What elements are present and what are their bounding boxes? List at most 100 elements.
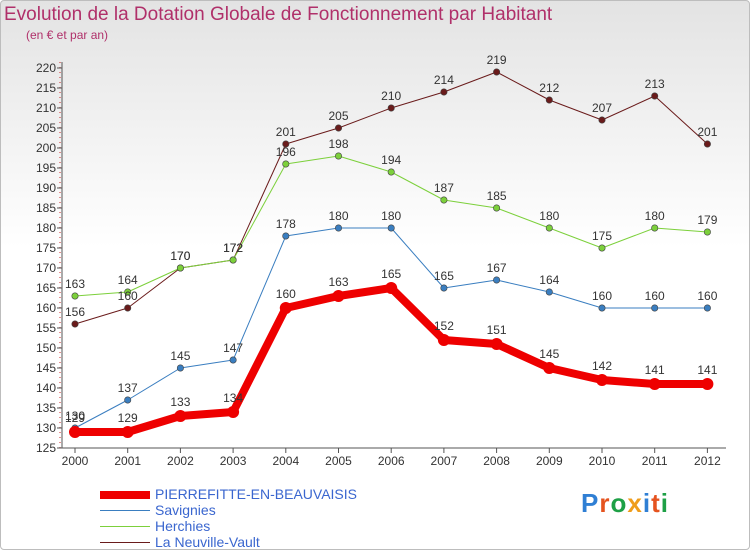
data-label-la-neuville-vault: 201 — [697, 125, 717, 139]
logo-letter: P — [581, 488, 600, 518]
data-point-savignies — [545, 288, 553, 296]
data-point-savignies — [440, 284, 448, 292]
x-tick-label: 2009 — [536, 454, 563, 468]
data-point-savignies — [387, 224, 395, 232]
data-label-la-neuville-vault: 219 — [487, 53, 507, 67]
data-label-savignies: 180 — [328, 209, 348, 223]
y-tick-label: 130 — [36, 421, 56, 435]
x-tick-label: 2003 — [220, 454, 247, 468]
data-point-pierrefitte-en-beauvaisis — [543, 362, 556, 374]
data-point-savignies — [176, 364, 184, 372]
y-tick-label: 175 — [36, 241, 56, 255]
logo-letter: o — [610, 488, 628, 518]
data-point-herchies — [493, 204, 501, 212]
data-label-herchies: 185 — [487, 189, 507, 203]
data-label-savignies: 160 — [645, 289, 665, 303]
x-tick-label: 2001 — [114, 454, 141, 468]
data-label-pierrefitte-en-beauvaisis: 133 — [170, 395, 190, 409]
logo-letter: x — [627, 488, 643, 518]
data-point-la-neuville-vault — [703, 140, 711, 148]
chart-title: Evolution de la Dotation Globale de Fonc… — [4, 4, 553, 25]
data-point-pierrefitte-en-beauvaisis — [227, 406, 240, 418]
data-label-savignies: 160 — [697, 289, 717, 303]
legend-label-la-neuville-vault: La Neuville-Vault — [155, 534, 260, 550]
data-label-la-neuville-vault: 201 — [276, 125, 296, 139]
legend-label-savignies: Savignies — [155, 502, 216, 518]
y-tick-label: 170 — [36, 261, 56, 275]
data-point-herchies — [651, 224, 659, 232]
data-point-la-neuville-vault — [545, 96, 553, 104]
chart-axes: 125 130 135 140 145 150 155 160 165 170 175 180 185 1… — [36, 61, 726, 468]
data-point-herchies — [71, 292, 79, 300]
y-tick-label: 140 — [36, 381, 56, 395]
data-label-herchies: 179 — [697, 213, 717, 227]
data-label-la-neuville-vault: 205 — [328, 109, 348, 123]
data-point-pierrefitte-en-beauvaisis — [174, 410, 187, 422]
data-label-pierrefitte-en-beauvaisis: 163 — [328, 275, 348, 289]
data-point-savignies — [282, 232, 290, 240]
data-label-herchies: 172 — [223, 241, 243, 255]
data-point-la-neuville-vault — [334, 124, 342, 132]
data-label-savignies: 130 — [65, 409, 85, 423]
data-label-savignies: 165 — [434, 269, 454, 283]
data-point-pierrefitte-en-beauvaisis — [332, 290, 345, 302]
x-tick-label: 2012 — [694, 454, 721, 468]
data-point-pierrefitte-en-beauvaisis — [596, 374, 608, 386]
data-label-savignies: 180 — [381, 209, 401, 223]
data-label-herchies: 163 — [65, 277, 85, 291]
data-point-pierrefitte-en-beauvaisis — [648, 378, 661, 390]
data-point-herchies — [387, 168, 395, 176]
logo-letter: t — [651, 488, 661, 518]
data-point-savignies — [493, 276, 501, 284]
chart-subtitle: (en € et par an) — [26, 28, 109, 42]
data-point-la-neuville-vault — [493, 68, 501, 76]
data-label-savignies: 147 — [223, 341, 243, 355]
x-tick-label: 2000 — [62, 454, 89, 468]
data-point-savignies — [703, 304, 711, 312]
data-label-savignies: 137 — [118, 381, 138, 395]
data-label-la-neuville-vault: 170 — [170, 249, 190, 263]
data-label-pierrefitte-en-beauvaisis: 134 — [223, 391, 243, 405]
y-tick-label: 180 — [36, 221, 56, 235]
data-point-pierrefitte-en-beauvaisis — [701, 378, 714, 390]
data-label-herchies: 194 — [381, 153, 401, 167]
legend-label-herchies: Herchies — [155, 518, 211, 534]
y-tick-label: 200 — [36, 141, 56, 155]
y-tick-label: 195 — [36, 161, 56, 175]
data-label-pierrefitte-en-beauvaisis: 160 — [276, 287, 296, 301]
data-label-pierrefitte-en-beauvaisis: 152 — [434, 319, 454, 333]
data-label-la-neuville-vault: 160 — [118, 289, 138, 303]
data-label-pierrefitte-en-beauvaisis: 141 — [645, 363, 665, 377]
data-point-la-neuville-vault — [71, 320, 79, 328]
data-point-pierrefitte-en-beauvaisis — [490, 338, 503, 350]
y-tick-label: 125 — [36, 441, 56, 455]
data-labels: 156 160 170 172 201 205 210 214 219 212 207 213 201 1… — [65, 53, 718, 425]
data-point-savignies — [124, 396, 132, 404]
data-point-herchies — [334, 152, 342, 160]
x-tick-label: 2010 — [589, 454, 616, 468]
data-label-herchies: 196 — [276, 145, 296, 159]
data-label-herchies: 180 — [645, 209, 665, 223]
y-tick-label: 185 — [36, 201, 56, 215]
data-label-la-neuville-vault: 210 — [381, 89, 401, 103]
data-point-la-neuville-vault — [651, 92, 659, 100]
data-label-herchies: 170 — [170, 249, 190, 263]
data-label-savignies: 167 — [487, 261, 507, 275]
data-label-pierrefitte-en-beauvaisis: 142 — [592, 359, 612, 373]
x-tick-label: 2005 — [325, 454, 352, 468]
data-label-pierrefitte-en-beauvaisis: 145 — [539, 347, 559, 361]
legend-swatch-la-neuville-vault — [100, 542, 150, 543]
x-tick-label: 2002 — [167, 454, 194, 468]
y-tick-label: 150 — [36, 341, 56, 355]
y-tick-label: 190 — [36, 181, 56, 195]
data-label-herchies: 180 — [539, 209, 559, 223]
data-point-pierrefitte-en-beauvaisis — [385, 282, 398, 294]
data-label-herchies: 198 — [328, 137, 348, 151]
x-tick-label: 2008 — [483, 454, 510, 468]
y-tick-label: 215 — [36, 81, 56, 95]
data-label-savignies: 164 — [539, 273, 559, 287]
y-tick-label: 145 — [36, 361, 56, 375]
data-point-pierrefitte-en-beauvaisis — [437, 334, 450, 346]
data-label-la-neuville-vault: 213 — [645, 77, 665, 91]
